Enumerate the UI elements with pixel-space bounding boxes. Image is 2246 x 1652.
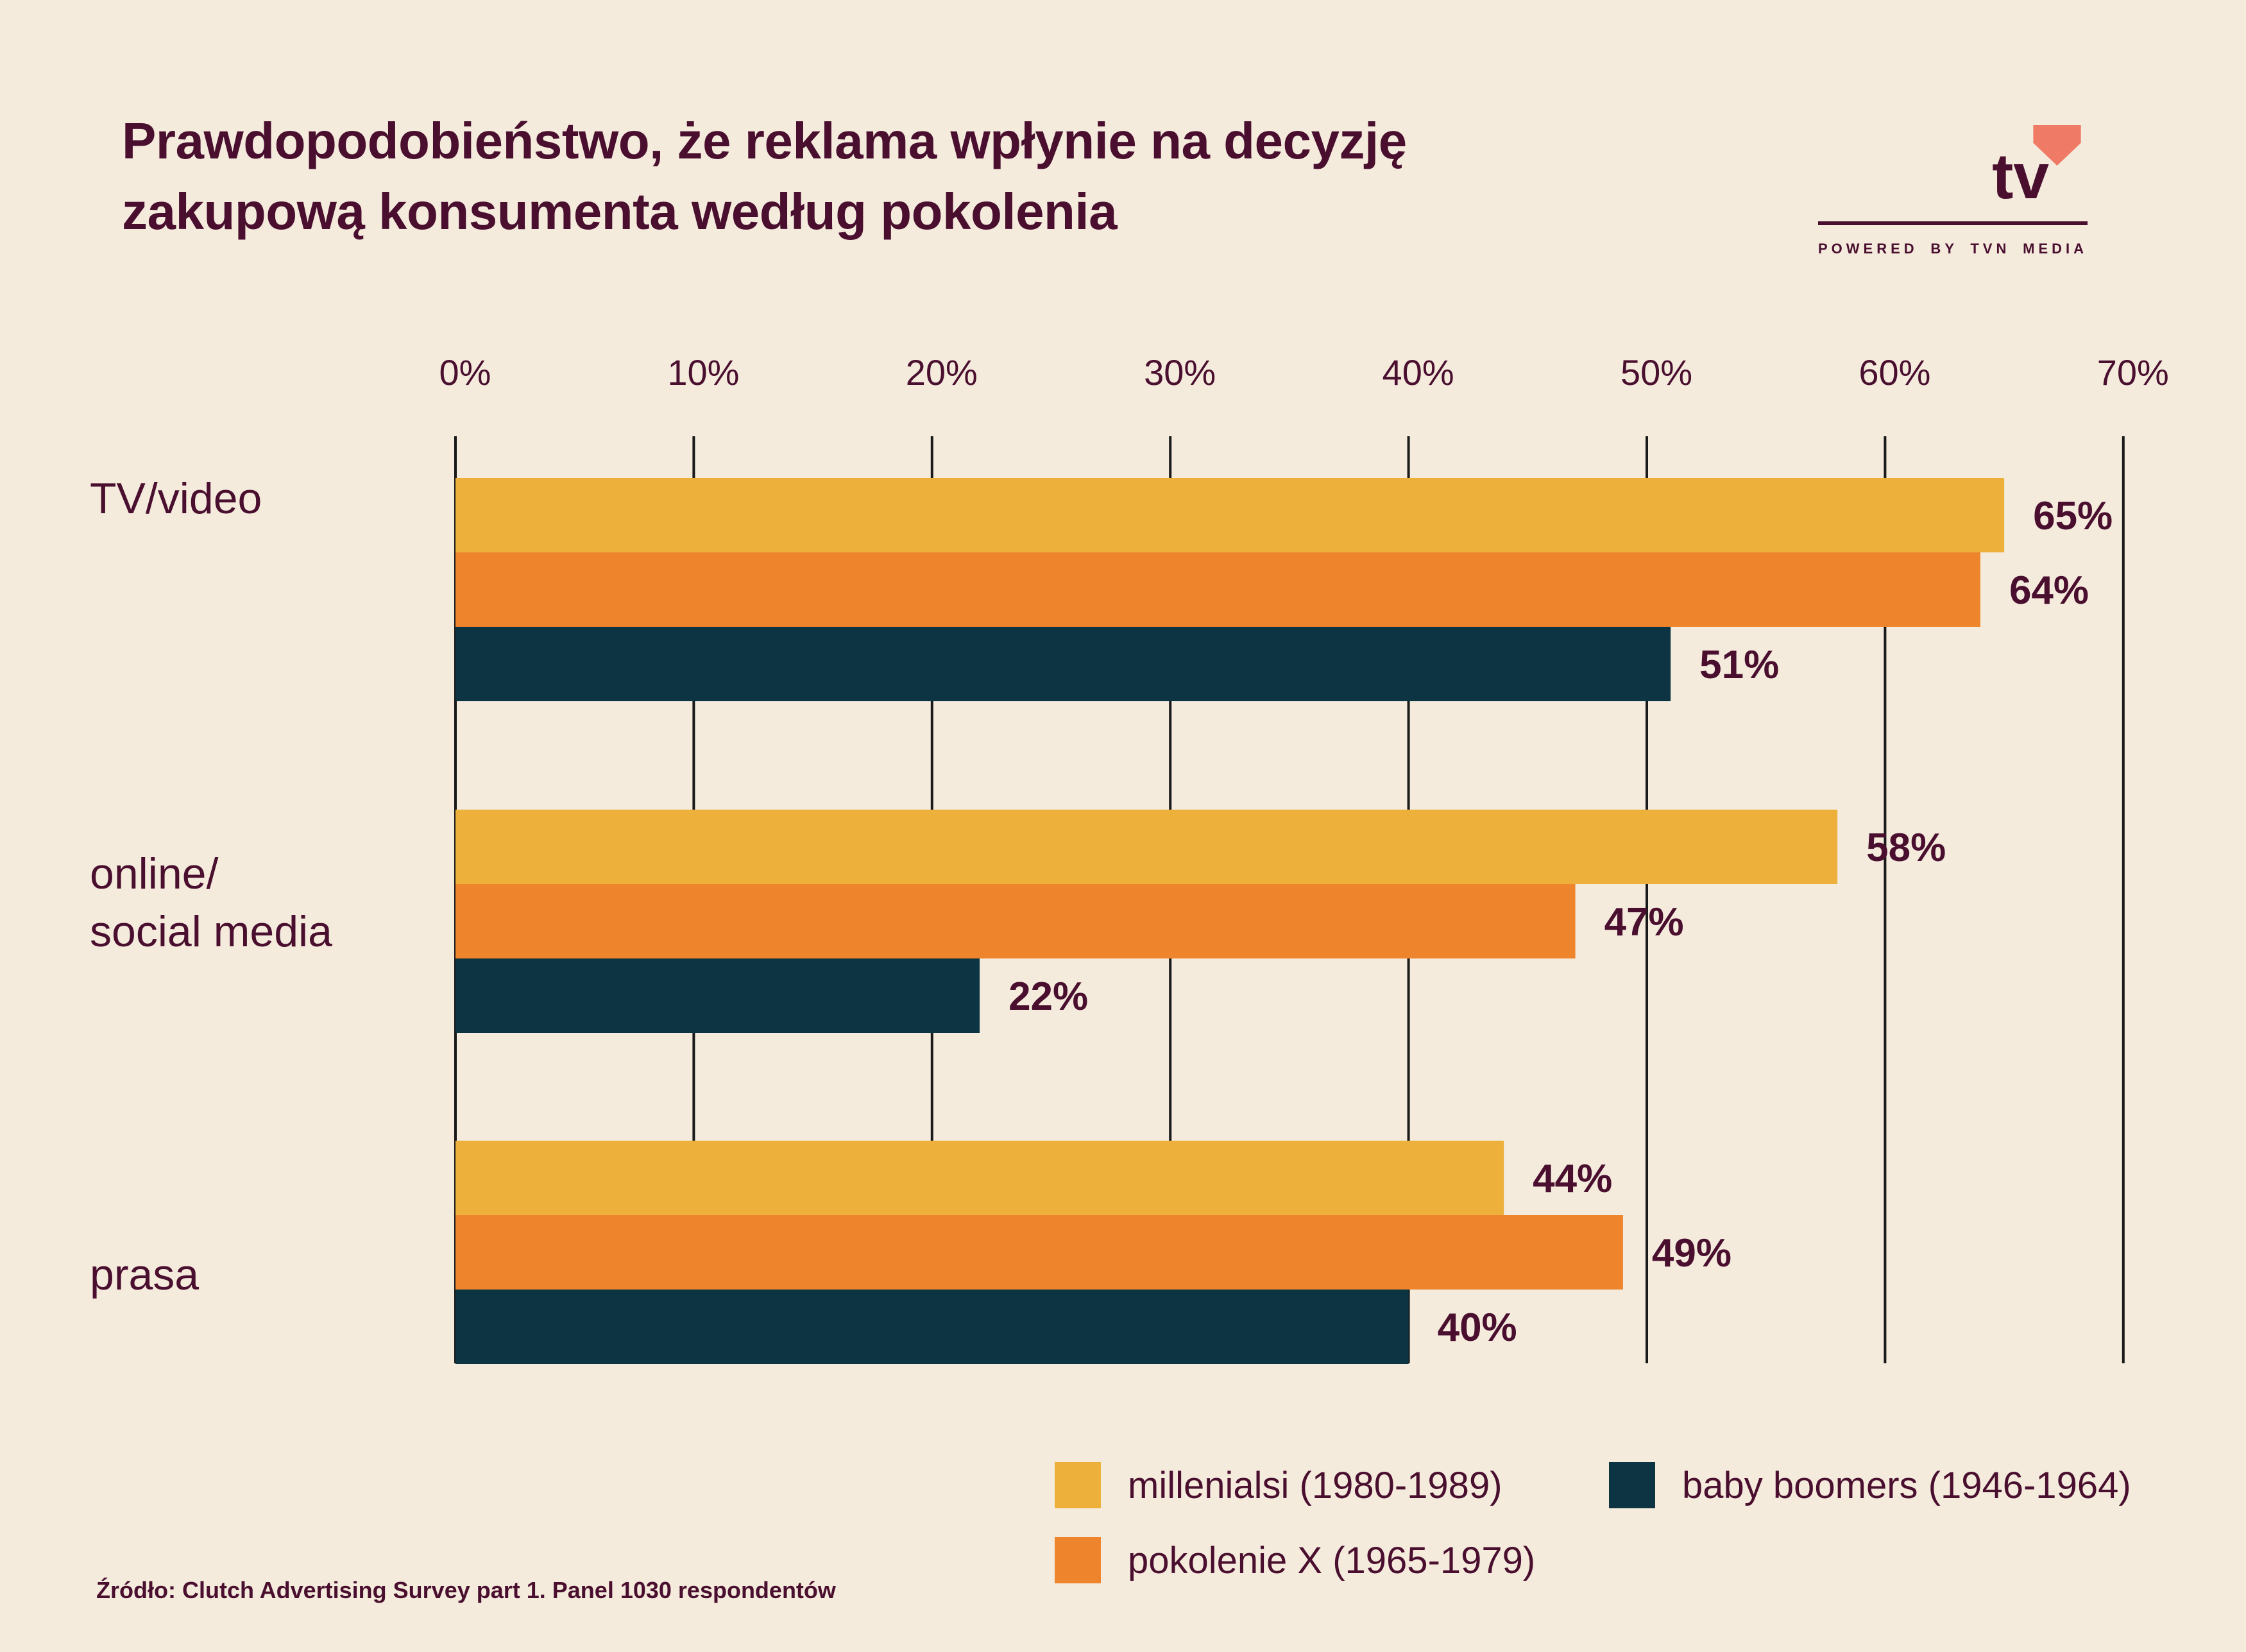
bar-genx-cat1: [455, 884, 1576, 958]
legend-item-genx: pokolenie X (1965-1979): [1055, 1537, 1535, 1583]
value-label-boomers-cat1: 22%: [1008, 975, 1088, 1019]
legend-label-boomers: baby boomers (1946-1964): [1682, 1464, 2131, 1506]
bar-genx-cat0: [455, 552, 1980, 627]
category-label-1-line-0: online/: [90, 849, 218, 898]
x-tick-label-20: 20%: [906, 352, 978, 393]
value-label-millenials-cat1: 58%: [1866, 826, 1946, 870]
x-tick-label-10: 10%: [667, 352, 739, 393]
value-label-genx-cat2: 49%: [1652, 1231, 1731, 1275]
legend-label-millenials: millenialsi (1980-1989): [1128, 1464, 1502, 1506]
category-label-2-line-0: prasa: [90, 1250, 199, 1299]
category-label-0-line-0: TV/video: [90, 474, 262, 523]
bar-boomers-cat0: [455, 627, 1671, 701]
logo-divider: [1818, 221, 2088, 225]
x-tick-label-30: 30%: [1144, 352, 1216, 393]
bar-millenials-cat0: [455, 478, 2005, 552]
x-tick-label-50: 50%: [1621, 352, 1692, 393]
source-note: Źródło: Clutch Advertising Survey part 1…: [96, 1577, 836, 1603]
bar-millenials-cat2: [455, 1141, 1504, 1215]
chart-title-line-1: Prawdopodobieństwo, że reklama wpłynie n…: [122, 112, 1407, 169]
legend-label-genx: pokolenie X (1965-1979): [1128, 1539, 1536, 1581]
chart-title: Prawdopodobieństwo, że reklama wpłynie n…: [122, 106, 1407, 247]
value-label-millenials-cat2: 44%: [1533, 1157, 1612, 1201]
bars: [455, 478, 2005, 1364]
value-label-genx-cat0: 64%: [2009, 568, 2089, 613]
legend-swatch-boomers: [1609, 1462, 1655, 1508]
bar-millenials-cat1: [455, 810, 1838, 884]
value-labels: 65% 64% 51% 58% 47% 22% 44% 49% 40%: [1008, 494, 2113, 1350]
legend-swatch-genx: [1055, 1537, 1101, 1583]
x-tick-label-60: 60%: [1859, 352, 1930, 393]
bar-boomers-cat2: [455, 1290, 1409, 1364]
heart-icon: [2033, 125, 2081, 166]
legend-item-boomers: baby boomers (1946-1964): [1609, 1462, 2131, 1508]
chart-title-line-2: zakupową konsumenta według pokolenia: [122, 183, 1118, 240]
category-label-1-line-1: social media: [90, 907, 332, 956]
logo-caption: POWERED BY TVN MEDIA: [1818, 241, 2088, 257]
value-label-genx-cat1: 47%: [1604, 900, 1684, 944]
legend-swatch-millenials: [1055, 1462, 1101, 1508]
tvn-logo: tv POWERED BY TVN MEDIA: [1818, 122, 2088, 269]
x-tick-label-0: 0%: [439, 352, 491, 393]
x-tick-label-70: 70%: [2097, 352, 2169, 393]
legend-item-millenials: millenialsi (1980-1989): [1055, 1462, 1502, 1508]
value-label-boomers-cat0: 51%: [1699, 643, 1779, 687]
value-label-millenials-cat0: 65%: [2033, 494, 2113, 538]
value-label-boomers-cat2: 40%: [1438, 1306, 1517, 1350]
x-axis-ticks: 0% 10% 20% 30% 40% 50% 60% 70%: [439, 352, 2169, 393]
bar-genx-cat2: [455, 1215, 1623, 1290]
bar-boomers-cat1: [455, 958, 980, 1033]
logo-mark: tv: [1992, 141, 2049, 212]
heart-shape: [2033, 125, 2081, 166]
x-tick-label-40: 40%: [1382, 352, 1454, 393]
category-labels: TV/video online/social media prasa: [90, 474, 332, 1299]
